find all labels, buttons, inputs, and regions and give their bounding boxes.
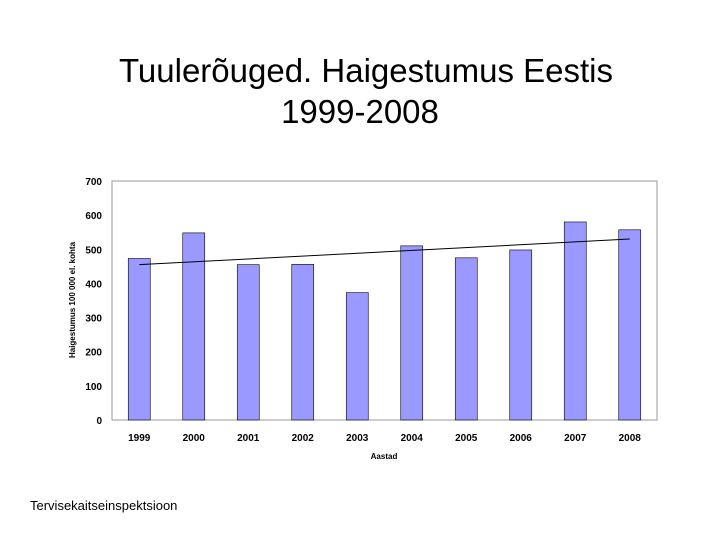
x-tick-2000: 2000 xyxy=(183,433,206,444)
footer-source: Tervisekaitseinspektsioon xyxy=(30,498,178,513)
x-tick-2008: 2008 xyxy=(619,433,642,444)
y-tick-500: 500 xyxy=(85,245,102,256)
trend-line xyxy=(139,238,630,266)
bar-2004 xyxy=(400,245,424,421)
x-tick-2001: 2001 xyxy=(237,433,260,444)
bar-2005 xyxy=(454,257,478,421)
bar-2007 xyxy=(563,221,587,421)
bar-2003 xyxy=(345,292,369,421)
bar-2000 xyxy=(182,232,206,421)
bar-2008 xyxy=(618,229,642,421)
bar-1999 xyxy=(127,258,151,421)
bar-2002 xyxy=(291,264,315,421)
x-tick-2006: 2006 xyxy=(510,433,533,444)
bars-group xyxy=(127,221,642,421)
x-tick-2007: 2007 xyxy=(564,433,587,444)
title-line-2: 1999-2008 xyxy=(281,93,439,130)
bar-2001 xyxy=(236,264,260,421)
x-tick-2003: 2003 xyxy=(346,433,369,444)
y-tick-100: 100 xyxy=(85,382,102,393)
slide-title: Tuulerõuged. Haigestumus Eestis 1999-200… xyxy=(0,50,720,132)
y-axis-title: Haigestumus 100 000 el. kohta xyxy=(68,241,77,358)
x-tick-2005: 2005 xyxy=(455,433,478,444)
bar-2006 xyxy=(509,249,533,421)
title-line-1: Tuulerõuged. Haigestumus Eestis xyxy=(118,52,614,89)
x-tick-2004: 2004 xyxy=(401,433,424,444)
y-tick-labels: 0 100 200 300 400 500 600 700 xyxy=(85,177,102,427)
x-tick-1999: 1999 xyxy=(128,433,151,444)
y-tick-300: 300 xyxy=(85,314,102,325)
y-tick-600: 600 xyxy=(85,211,102,222)
plot-area xyxy=(111,180,658,421)
y-tick-400: 400 xyxy=(85,279,102,290)
y-tick-200: 200 xyxy=(85,348,102,359)
x-tick-2002: 2002 xyxy=(292,433,315,444)
y-tick-700: 700 xyxy=(85,177,102,188)
y-tick-0: 0 xyxy=(96,416,102,427)
x-axis-title: Aastad xyxy=(371,452,398,461)
x-tick-labels: 1999 2000 2001 2002 2003 2004 2005 2006 2007 2008 xyxy=(128,433,641,444)
